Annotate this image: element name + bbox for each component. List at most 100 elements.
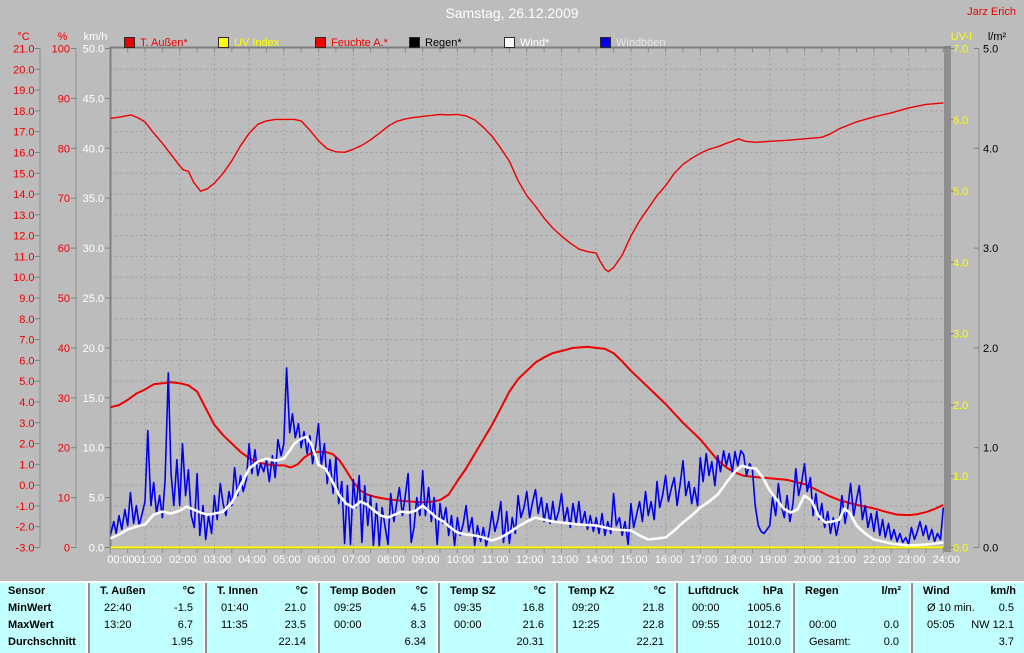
temp-axis-label: 10.0 [13,272,34,284]
temp-axis-label: 0.0 [19,480,34,492]
weather-chart: 21.0 20.0 19.0 18.0 17.0 16.0 15.0 14.0 13.0 12.0… [13,31,1006,566]
table-row: 00:00 1005.6 [692,602,781,614]
temp-axis-label: 2.0 [19,439,34,451]
table-row: 6.34 [404,636,426,648]
wind-axis-label: 25.0 [83,293,104,305]
table-divider [203,583,207,653]
uv-axis-label: 7.0 [953,44,968,56]
uv-axis-label: 6.0 [953,115,968,127]
legend-swatch [315,37,326,48]
humidity-axis-label: 70 [58,193,70,205]
humidity-axis-label: 10 [58,493,70,505]
x-axis-label: 11:00 [482,554,509,566]
temp-axis: 21.0 20.0 19.0 18.0 17.0 16.0 15.0 14.0 13.0 12.0… [13,31,40,555]
table-row: 12:25 22.8 [572,619,664,631]
rain-axis-label: 0.0 [983,543,998,555]
temp-axis-label: -2.0 [16,522,35,534]
legend-swatch [409,37,420,48]
table-row: Sensor [8,585,46,597]
table-row: Temp SZ °C [450,585,546,597]
table-row: 00:00 8.3 [334,619,426,631]
table-row: 09:20 21.8 [572,602,664,614]
x-axis-label: 09:00 [412,554,440,566]
legend-label: UV Index [234,36,280,49]
uv-axis-label: 4.0 [953,257,968,269]
wind-axis-label: 50.0 [83,44,104,56]
table-divider [86,583,90,653]
humidity-axis-label: 0 [64,543,70,555]
temp-axis-unit: °C [17,31,29,43]
grid [110,48,944,548]
uv-axis-unit: UV-I [951,31,972,43]
x-axis-label: 12:00 [516,554,544,566]
table-row: 1010.0 [747,636,781,648]
humidity-axis-label: 100 [52,44,70,56]
series-wind- [110,435,944,547]
x-axis-label: 05:00 [273,554,301,566]
x-axis-label: 14:00 [585,554,613,566]
temp-axis-label: 18.0 [13,106,34,118]
x-axis-label: 23:00 [898,554,926,566]
table-row: T. Innen °C [217,585,308,597]
humidity-axis-label: 40 [58,343,70,355]
table-row-headers: Sensor MinWert MaxWert Durchschnitt [0,583,86,653]
legend-label: Feuchte A.* [331,36,388,49]
humidity-axis-label: 20 [58,443,70,455]
table-row: Luftdruck hPa [688,585,783,597]
table-row: 00:00 21.6 [454,619,544,631]
x-axis-label: 00:00 [107,554,135,566]
temp-axis-label: 17.0 [13,127,34,139]
uv-axis-label: 1.0 [953,471,968,483]
table-col-t-au-en: T. Außen °C 22:40 -1.5 13:20 6.7 1.95 [90,583,203,653]
uv-axis: 7.0 6.0 5.0 4.0 3.0 2.0 1.0 0.0 UV-I [950,31,972,555]
legend-label: Windböen [616,36,666,49]
table-row: 05:05 NW 12.1 [927,619,1014,631]
table-row [795,600,909,617]
temp-axis-label: 19.0 [13,85,34,97]
x-axis-label: 10:00 [447,554,475,566]
temp-axis-label: 12.0 [13,231,34,243]
legend-item-6: Windböen [600,36,666,49]
x-axis-label: 13:00 [551,554,579,566]
uv-axis-label: 3.0 [953,329,968,341]
x-axis-label: 17:00 [690,554,718,566]
uv-axis-bar [944,46,951,552]
table-row: 09:55 1012.7 [692,619,781,631]
table-row: 09:25 4.5 [334,602,426,614]
stats-table: Sensor MinWert MaxWert Durchschnitt T. Außen… [0,581,1024,653]
legend-swatch [504,37,515,48]
temp-axis-label: 1.0 [19,459,34,471]
station-name: Jarz Erich [967,6,1016,18]
temp-axis-label: 21.0 [13,44,34,56]
x-axis-label: 24:00 [933,554,961,566]
temp-axis-label: 15.0 [13,168,34,180]
temp-axis-label: 13.0 [13,210,34,222]
table-col-temp-boden: Temp Boden °C 09:25 4.5 00:00 8.3 6.34 [320,583,436,653]
temp-axis-label: 14.0 [13,189,34,201]
temp-axis-label: 11.0 [14,251,35,263]
legend-item-5: Wind* [504,36,549,49]
x-axis-label: 02:00 [169,554,197,566]
x-axis-label: 04:00 [238,554,266,566]
rain-axis-label: 5.0 [983,44,998,56]
table-col-temp-sz: Temp SZ °C 09:35 16.8 00:00 21.6 20.31 [440,583,554,653]
rain-axis-label: 4.0 [983,143,998,155]
uv-axis-label: 0.0 [953,543,968,555]
temp-axis-label: 8.0 [19,314,34,326]
x-axis: 00:00 01:00 02:00 03:00 04:00 05:00 06:00 07:00… [107,554,960,566]
table-row: 3.7 [998,636,1014,648]
table-row: 01:40 21.0 [221,602,306,614]
series-group [110,102,944,549]
chart-title: Samstag, 26.12.2009 [445,5,579,21]
legend-swatch [124,37,135,48]
x-axis-label: 07:00 [342,554,370,566]
legend-swatch [218,37,229,48]
legend-label: Regen* [425,36,462,49]
humidity-axis-label: 80 [58,143,70,155]
table-row: Temp Boden °C [330,585,428,597]
x-axis-label: 18:00 [724,554,752,566]
table-col-regen: Regen l/m² 00:00 0.0 Gesamt: 0.0 [795,583,909,653]
table-divider [316,583,320,653]
